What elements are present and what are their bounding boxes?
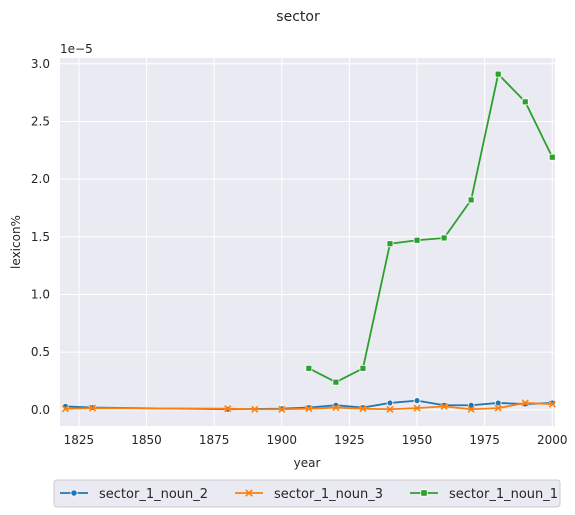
y-tick-label: 0.5 xyxy=(31,345,50,359)
legend-label: sector_1_noun_2 xyxy=(99,487,208,502)
data-point xyxy=(70,489,78,497)
data-point xyxy=(305,364,313,372)
data-point xyxy=(467,196,475,204)
legend-item: sector_1_noun_2 xyxy=(60,487,208,502)
data-point xyxy=(61,405,69,413)
legend-box xyxy=(53,479,561,508)
data-point xyxy=(467,405,475,413)
y-tick-label: 1.5 xyxy=(31,230,50,244)
data-point xyxy=(413,236,421,244)
data-point xyxy=(386,405,394,413)
series-lines xyxy=(61,70,556,413)
y-tick-label: 0.0 xyxy=(31,403,50,417)
chart-title: sector xyxy=(276,9,320,25)
data-point xyxy=(88,404,97,412)
y-tick-label: 2.5 xyxy=(31,114,50,128)
x-tick-labels: 1825 1850 1875 1900 1925 1950 1975 2000 xyxy=(64,433,568,447)
x-tick-label: 1875 xyxy=(199,433,230,447)
y-tick-label: 2.0 xyxy=(31,172,50,186)
legend: sector_1_noun_2 sector_1_noun_3 sector_1_n… xyxy=(60,487,558,502)
data-point xyxy=(359,364,367,372)
data-point xyxy=(245,489,253,497)
plot-area xyxy=(60,58,555,426)
series-sector_1_noun_3 xyxy=(61,399,556,413)
series-sector_1_noun_1 xyxy=(305,70,556,386)
x-tick-label: 1850 xyxy=(131,433,162,447)
y-axis-label: lexicon% xyxy=(9,215,23,269)
data-point xyxy=(278,405,286,413)
y-tick-label: 1.0 xyxy=(31,287,50,301)
data-point xyxy=(420,489,428,497)
data-point xyxy=(413,397,421,405)
y-offset-label: 1e−5 xyxy=(60,42,93,56)
data-point xyxy=(332,403,340,412)
data-point xyxy=(521,98,529,106)
x-tick-label: 1925 xyxy=(334,433,365,447)
data-point xyxy=(548,153,556,161)
legend-label: sector_1_noun_1 xyxy=(449,487,558,502)
data-point xyxy=(386,399,394,407)
data-point xyxy=(251,405,259,413)
data-point xyxy=(305,405,313,413)
x-tick-label: 1825 xyxy=(64,433,95,447)
data-point xyxy=(359,405,367,413)
data-point xyxy=(224,405,232,413)
x-tick-label: 1900 xyxy=(267,433,298,447)
data-point xyxy=(413,404,421,412)
data-point xyxy=(521,399,529,407)
legend-item: sector_1_noun_3 xyxy=(235,487,383,502)
x-tick-label: 1975 xyxy=(469,433,500,447)
data-point xyxy=(386,240,394,248)
legend-item: sector_1_noun_1 xyxy=(410,487,558,502)
x-axis-label: year xyxy=(294,456,321,470)
grid-lines xyxy=(60,58,555,426)
data-point xyxy=(548,400,556,408)
data-point xyxy=(440,234,448,242)
data-point xyxy=(494,70,502,78)
x-tick-label: 1950 xyxy=(402,433,433,447)
data-point xyxy=(332,378,340,386)
y-tick-label: 3.0 xyxy=(31,57,50,71)
y-tick-labels: 0.0 0.5 1.0 1.5 2.0 2.5 3.0 xyxy=(31,57,50,417)
series-line xyxy=(308,73,554,384)
data-point xyxy=(494,399,502,407)
legend-label: sector_1_noun_3 xyxy=(274,487,383,502)
data-point xyxy=(494,404,502,412)
x-tick-label: 2000 xyxy=(537,433,568,447)
data-point xyxy=(440,402,448,410)
